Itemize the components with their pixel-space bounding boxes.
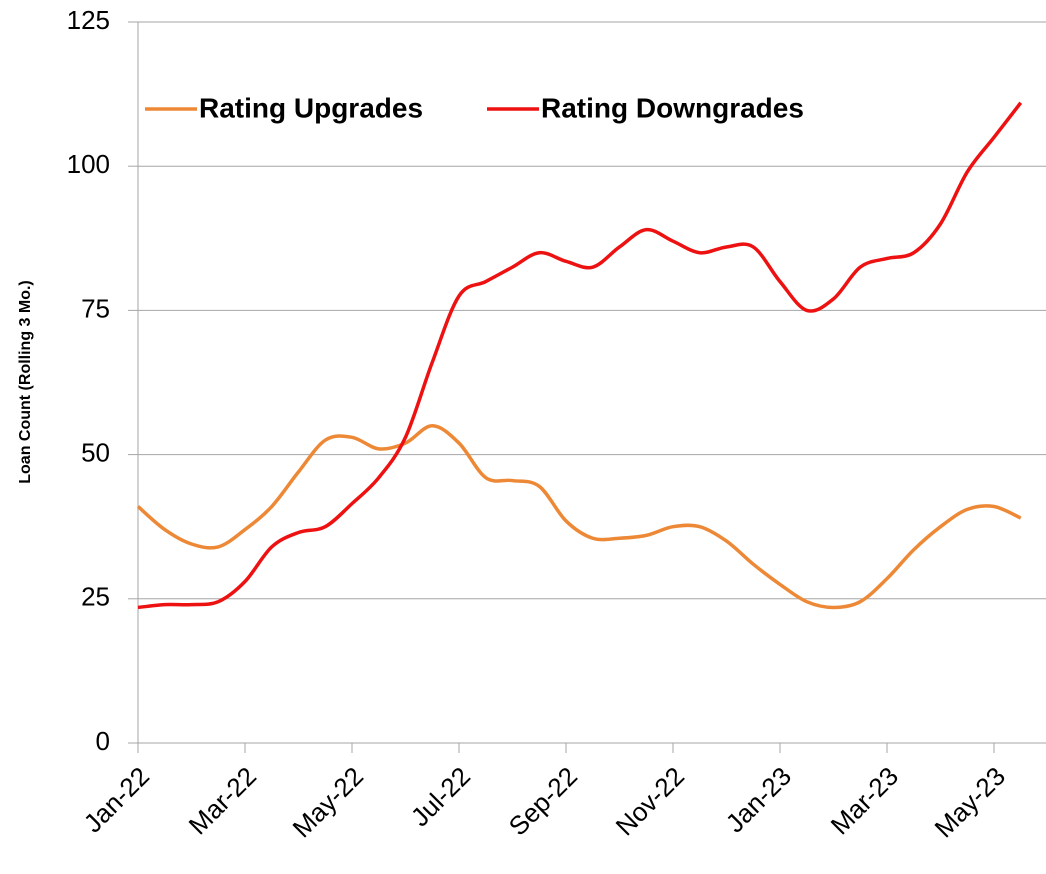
x-tick-label: Jul-22 [405,761,476,832]
y-tick-label: 0 [96,726,110,756]
legend-label: Rating Upgrades [199,92,423,123]
line [136,424,1022,610]
x-tick-label: Mar-22 [183,761,262,840]
x-tick-label: Nov-22 [610,761,690,841]
x-tick-label: Sep-22 [503,761,583,841]
y-tick-label: 125 [67,5,110,35]
y-tick-label: 100 [67,149,110,179]
y-axis-label: Loan Count (Rolling 3 Mo.) [17,280,34,484]
y-tick-label: 25 [81,582,110,612]
x-tick-label: Jan-23 [720,761,797,838]
y-tick-label: 75 [81,293,110,323]
line [137,101,1023,610]
x-tick-label: Jan-22 [78,761,155,838]
x-tick-label: May-23 [929,761,1012,844]
legend-label: Rating Downgrades [541,92,804,123]
x-tick-label: Mar-23 [825,761,904,840]
x-tick-label: May-22 [287,761,370,844]
y-tick-label: 50 [81,437,110,467]
